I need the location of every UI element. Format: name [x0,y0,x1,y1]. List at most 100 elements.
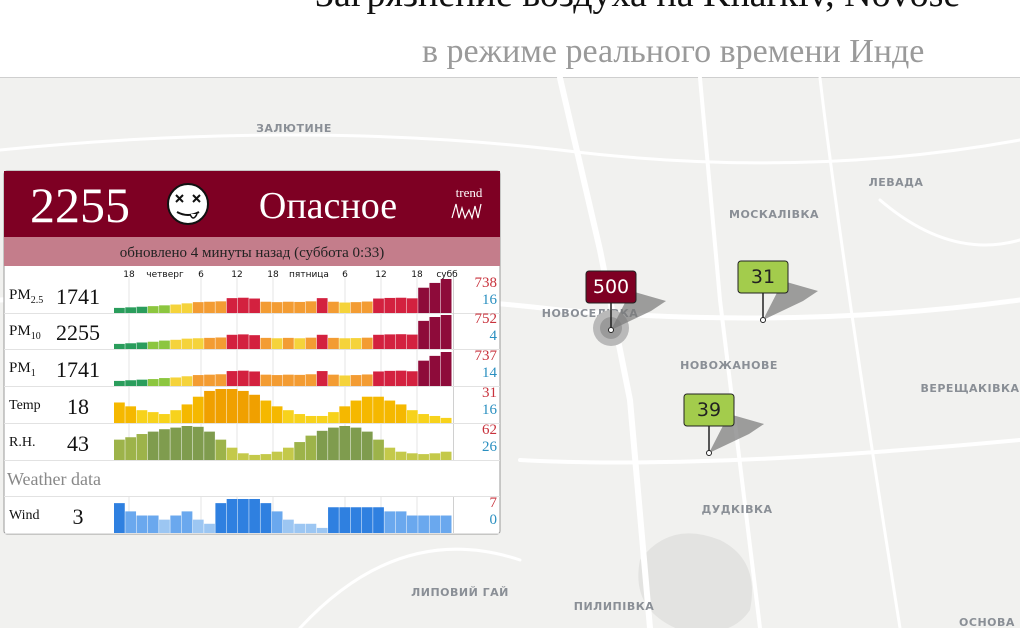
trend-icon [451,203,482,221]
trend-bar [350,400,362,423]
trend-bar [361,301,373,313]
trend-bar [260,454,272,460]
trend-bar [328,427,339,460]
trend-bar [249,394,260,423]
time-label: четверг [146,270,184,280]
trend-bar [395,451,407,460]
trend-bar [384,511,396,533]
station-aqi: 39 [697,399,721,421]
trend-bar [294,414,306,423]
trend-bar [316,371,328,386]
row-name: PM [9,287,31,303]
row-value: 3 [73,504,84,529]
trend-bar [114,503,125,533]
time-label: 12 [231,270,242,280]
trend-bar [226,447,238,460]
trend-bar [418,287,429,313]
trend-bar [429,282,441,313]
trend-bar [114,380,125,386]
marker-pin-end [608,327,614,333]
row-min: 16 [482,402,498,418]
trend-bar [350,338,362,349]
trend-bar [350,507,362,533]
trend-bar [384,447,396,460]
trend-bar [440,352,452,386]
trend-bar [429,453,441,460]
trend-bar [181,426,193,460]
trend-bar [136,434,148,460]
trend-bar [125,380,137,386]
trend-bar [339,375,351,386]
trend-bar [260,374,272,386]
panel-subheader [4,237,500,266]
road [0,133,1020,165]
row-name-sub: 10 [31,331,41,342]
trend-bar [204,523,215,533]
place-label: ОСНОВА [959,616,1015,628]
row-min: 0 [490,512,498,528]
trend-bar [204,301,215,313]
place-label: МОСКАЛІВКА [729,208,819,221]
marker-shadow [763,281,818,320]
trend-bar [136,410,148,423]
road [878,198,1020,247]
trend-bar [328,374,339,386]
trend-bar [328,301,339,313]
row-max: 737 [475,348,498,364]
trend-bar [339,406,351,423]
trend-bar [418,414,429,423]
trend-bar [384,297,396,313]
panel-header [4,171,500,237]
trend-bar [215,503,227,533]
place-label: ЗАЛЮТИНЕ [256,122,332,135]
trend-bar [305,435,317,460]
time-label: 6 [342,270,348,280]
trend-bar [249,298,260,313]
trend-bar [249,371,260,386]
trend-bar [159,414,170,423]
trend-bar [384,400,396,423]
trend-bar [350,427,362,460]
trend-bar [294,374,306,386]
trend-bar [339,426,351,460]
trend-bar [305,337,317,349]
trend-bar [440,515,452,533]
row-max: 62 [482,422,497,438]
trend-bar [147,431,159,460]
trend-bar [316,298,328,313]
trend-bar [204,390,215,423]
trend-bar [226,334,238,349]
trend-bar [271,406,283,423]
trend-bar [440,417,452,423]
row-value: 1741 [56,284,100,309]
trend-bar [440,315,452,349]
trend-bar [395,297,407,313]
trend-bar [237,297,249,313]
trend-bar [215,337,227,349]
face-icon [167,183,209,225]
district [638,533,752,628]
time-label: 18 [123,270,135,280]
trend-bar [159,429,170,460]
trend-bar [226,298,238,313]
trend-bar [125,343,137,349]
trend-bar [339,507,351,533]
trend-bar [339,338,351,349]
trend-bar [249,499,260,533]
trend-bar [159,519,170,533]
trend-bar [271,511,283,533]
trend-bar [406,334,418,349]
map-labels: ЗАЛЮТИНЕЛЕВАДАМОСКАЛІВКАНОВОСЕЛІВКАНОВОЖ… [256,122,1019,628]
trend-bar [395,511,407,533]
trend-bar [249,335,260,349]
trend-bar [181,338,193,349]
trend-bar [350,302,362,313]
trend-bar [429,355,441,386]
trend-bar [316,334,328,349]
marker-shadow [709,414,764,453]
trend-bar [114,402,125,423]
trend-bar [283,447,294,460]
trend-bar [294,338,306,349]
trend-bar [192,375,204,386]
